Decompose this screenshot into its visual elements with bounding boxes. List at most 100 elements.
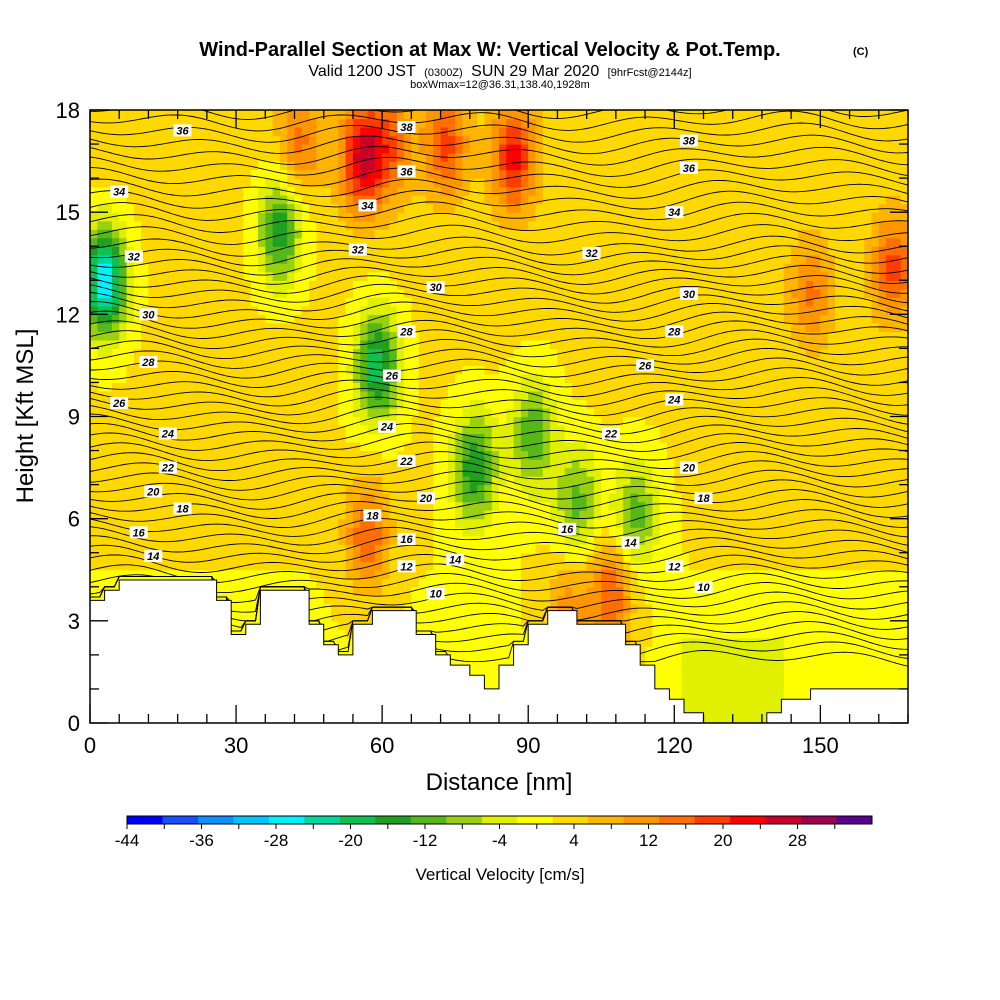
w-cell [214,280,223,290]
w-cell [250,144,259,154]
w-cell [579,254,588,264]
w-cell [550,297,558,307]
w-cell [214,484,223,494]
w-cell [316,110,325,120]
w-cell [345,425,354,435]
w-cell [250,552,259,562]
w-cell [469,271,478,281]
w-cell [104,263,113,273]
w-cell [316,178,325,188]
w-cell [557,212,566,222]
w-cell [542,612,551,622]
w-cell [301,161,310,171]
w-cell [535,408,544,418]
w-cell [572,356,580,366]
w-cell [491,595,500,605]
w-cell [418,612,427,622]
w-cell [279,484,288,494]
w-cell [228,178,237,188]
w-cell [104,314,113,324]
w-cell [192,288,201,298]
w-cell [279,459,288,469]
w-cell [447,569,456,579]
w-cell [206,161,215,171]
w-cell [542,391,551,401]
w-cell [404,467,412,477]
w-cell [477,552,485,562]
w-cell [155,280,164,290]
w-cell [214,135,223,145]
w-cell [535,161,544,171]
w-cell [309,161,317,171]
w-cell [177,195,186,205]
w-cell [265,459,274,469]
w-cell [258,408,266,418]
w-cell [104,297,113,307]
w-cell [455,339,464,349]
w-cell [440,595,449,605]
w-cell [484,127,493,137]
w-cell [133,339,142,349]
w-cell [447,535,456,545]
w-cell [396,408,405,418]
w-cell [535,186,544,196]
w-cell [323,161,332,171]
w-cell [184,254,193,264]
w-cell [287,127,296,137]
w-cell [462,612,471,622]
w-cell [396,501,405,511]
w-cell [331,280,339,290]
w-cell [499,118,507,128]
w-cell [192,229,201,239]
w-cell [265,297,274,307]
w-cell [440,305,449,315]
w-cell [338,544,347,554]
w-cell [236,144,244,154]
w-cell [192,110,201,120]
w-cell [433,425,442,435]
w-cell [243,391,252,401]
w-cell [528,229,537,239]
w-cell [243,356,252,366]
w-cell [477,161,485,171]
w-cell [126,195,135,205]
w-cell [214,246,223,256]
w-cell [272,305,281,315]
w-cell [360,322,369,332]
w-cell [418,561,427,571]
w-cell [323,220,332,230]
w-cell [411,569,420,579]
w-cell [192,271,201,281]
w-cell [572,169,580,179]
w-cell [163,382,171,392]
w-cell [345,271,354,281]
chart-title-mark: (C) [853,46,869,58]
w-cell [374,297,383,307]
w-cell [236,110,244,120]
w-cell [309,110,317,120]
w-cell [141,127,149,137]
w-cell [528,246,537,256]
w-cell [499,510,507,520]
w-cell [528,408,537,418]
w-cell [477,467,485,477]
w-cell [199,118,208,128]
w-cell [287,365,296,375]
w-cell [382,169,390,179]
w-cell [367,152,376,162]
w-cell [228,442,237,452]
w-cell [477,212,485,222]
w-cell [484,578,493,588]
w-cell [104,135,113,145]
w-cell [338,612,347,622]
w-cell [133,152,142,162]
w-cell [155,544,164,554]
w-cell [520,484,529,494]
w-cell [411,144,420,154]
w-cell [374,544,383,554]
w-cell [214,161,223,171]
w-cell [250,246,259,256]
w-cell [236,373,244,383]
w-cell [141,501,149,511]
w-cell [141,263,149,273]
